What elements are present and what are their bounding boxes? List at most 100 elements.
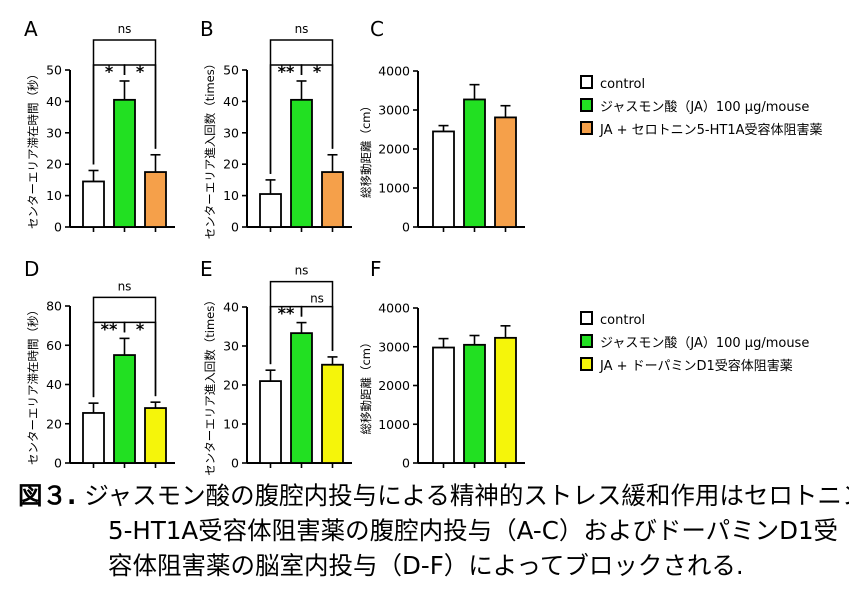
panel-e-ytick-label: 40 <box>223 300 239 315</box>
caption-line-3: 容体阻害薬の脳室内投与（D-F）によってブロックされる. <box>108 551 744 580</box>
panel-b-ytick-label: 40 <box>223 94 239 109</box>
panel-d-sig-label: * <box>136 319 145 338</box>
panel-d-bracket-outer <box>92 296 157 398</box>
panel-a-bar-1 <box>82 180 105 228</box>
panel-a-bar-2 <box>113 98 136 228</box>
caption-line-2: 5-HT1A受容体阻害薬の腹腔内投与（A-C）およびドーパミンD1受 <box>108 516 839 545</box>
panel-b-bar-1 <box>259 193 282 228</box>
panel-a-sig-label: * <box>136 62 145 81</box>
legend-top-swatch-2 <box>580 98 593 112</box>
panel-a-ytick-label: 30 <box>46 125 62 140</box>
legend-top-label-2: ジャスモン酸（JA）100 μg/mouse <box>600 100 809 115</box>
panel-c-ytick-label: 1000 <box>378 181 410 196</box>
panel-b-label: B <box>200 17 214 41</box>
panel-f-bar-1 <box>432 346 455 464</box>
panel-d-ytick-label: 40 <box>46 377 62 392</box>
panel-e-bracket-outer <box>269 280 334 365</box>
panel-c-bar-1 <box>432 130 455 228</box>
legend-top-label-1: control <box>600 77 645 92</box>
panel-e-ytick-label: 10 <box>223 417 239 432</box>
legend-bottom: control ジャスモン酸（JA）100 μg/mouse JA + ドーパミンD… <box>580 311 809 374</box>
panel-f-ytick-label: 4000 <box>378 301 410 316</box>
panel-d-ytick-label: 0 <box>54 456 62 471</box>
panel-d-ylabel: センターエリア滞在時間（秒） <box>26 304 40 465</box>
panel-c-bar-2 <box>463 98 486 228</box>
panel-e-ylabel: センターエリア進入回数（times） <box>203 294 217 475</box>
panel-b-ytick-label: 20 <box>223 157 239 172</box>
legend-bottom-swatch-2 <box>580 334 593 348</box>
panel-e-bar-1 <box>259 380 282 464</box>
panel-a-ytick-label: 50 <box>46 63 62 78</box>
panel-d-ytick-label: 80 <box>46 299 62 314</box>
panel-b-ytick-label: 50 <box>223 63 239 78</box>
legend-bottom-swatch-1 <box>580 311 593 325</box>
panel-a-bar-3 <box>144 171 167 228</box>
legend-top-label-3: JA + セロトニン5-HT1A受容体阻害薬 <box>599 122 823 138</box>
panel-b-ytick-label: 30 <box>223 125 239 140</box>
panel-e-bar-3 <box>321 363 344 464</box>
legend-bottom-swatch-3 <box>580 357 593 371</box>
legend-bottom-label-3: JA + ドーパミンD1受容体阻害薬 <box>599 358 793 374</box>
panel-c-bar-3 <box>494 116 517 228</box>
panel-d-ytick-label: 60 <box>46 338 62 353</box>
panel-f-bar-3 <box>494 336 517 464</box>
panel-b-sig-label: ** <box>278 62 295 81</box>
panel-f-ytick-label: 2000 <box>378 378 410 393</box>
panel-b-ytick-label: 10 <box>223 188 239 203</box>
panel-c-ylabel: 総移動距離（cm） <box>359 100 373 198</box>
panel-e-sig-label: ** <box>278 304 295 323</box>
panel-d-bar-1 <box>82 412 105 464</box>
panel-e-bar-2 <box>290 332 313 464</box>
panel-c: C 0 1000 2000 3000 4000 総移動距離（cm） <box>359 17 525 235</box>
panel-a-sig-label-outer: ns <box>118 22 132 36</box>
panel-d-label: D <box>24 257 39 281</box>
legend-top-swatch-1 <box>580 75 593 89</box>
panel-a-bracket-outer <box>92 39 157 165</box>
panel-f: F 0 1000 2000 3000 4000 総移動距離（cm） <box>359 257 525 471</box>
panel-d-bar-3 <box>144 407 167 464</box>
panel-e-sig-label-outer: ns <box>295 264 309 278</box>
panel-b-ylabel: センターエリア進入回数（times） <box>203 58 217 239</box>
panel-c-ytick-label: 0 <box>402 220 410 235</box>
panel-f-label: F <box>370 257 382 281</box>
panel-b-ytick-label: 0 <box>231 220 239 235</box>
panel-d-sig-label: ** <box>101 319 118 338</box>
panel-e-ytick-label: 20 <box>223 378 239 393</box>
panel-a-ytick-label: 0 <box>54 220 62 235</box>
panel-a-sig-label: * <box>105 62 114 81</box>
caption-figure-label: 図３. <box>18 481 77 510</box>
panel-c-label: C <box>370 17 384 41</box>
panel-e-label: E <box>200 257 213 281</box>
panel-c-ytick-label: 2000 <box>378 142 410 157</box>
panel-d-sig-label-outer: ns <box>118 279 132 293</box>
panel-b-bar-2 <box>290 98 313 228</box>
legend-top: control ジャスモン酸（JA）100 μg/mouse JA + セロトニン5… <box>580 75 823 138</box>
panel-e-ytick-label: 0 <box>231 456 239 471</box>
panel-b-bar-3 <box>321 171 344 228</box>
panel-a-ytick-label: 20 <box>46 157 62 172</box>
panel-b-bracket-outer <box>269 39 334 174</box>
panel-a-ytick-label: 10 <box>46 188 62 203</box>
legend-bottom-label-2: ジャスモン酸（JA）100 μg/mouse <box>600 336 809 351</box>
panel-a-label: A <box>24 17 38 41</box>
panel-c-ytick-label: 4000 <box>378 64 410 79</box>
panel-f-bar-2 <box>463 343 486 464</box>
figure-caption: 図３. ジャスモン酸の腹腔内投与による精神的ストレス緩和作用はセロトニン 5-HT… <box>18 478 849 583</box>
panel-a-ylabel: センターエリア滞在時間（秒） <box>26 68 40 229</box>
panel-e-sig-label: ns <box>310 292 324 306</box>
legend-bottom-label-1: control <box>600 313 645 328</box>
panel-e-ytick-label: 30 <box>223 339 239 354</box>
panel-a-ytick-label: 40 <box>46 94 62 109</box>
panel-f-ylabel: 総移動距離（cm） <box>359 336 373 434</box>
panel-c-ytick-label: 3000 <box>378 103 410 118</box>
panel-a: A 0 10 20 30 40 50 センターエリア滞在時間（秒） * * ns <box>24 17 175 235</box>
panel-d-bar-2 <box>113 354 136 464</box>
panel-f-ytick-label: 1000 <box>378 417 410 432</box>
legend-top-swatch-3 <box>580 121 593 135</box>
caption-line-1: ジャスモン酸の腹腔内投与による精神的ストレス緩和作用はセロトニン <box>84 481 849 510</box>
panel-b-sig-label-outer: ns <box>295 22 309 36</box>
